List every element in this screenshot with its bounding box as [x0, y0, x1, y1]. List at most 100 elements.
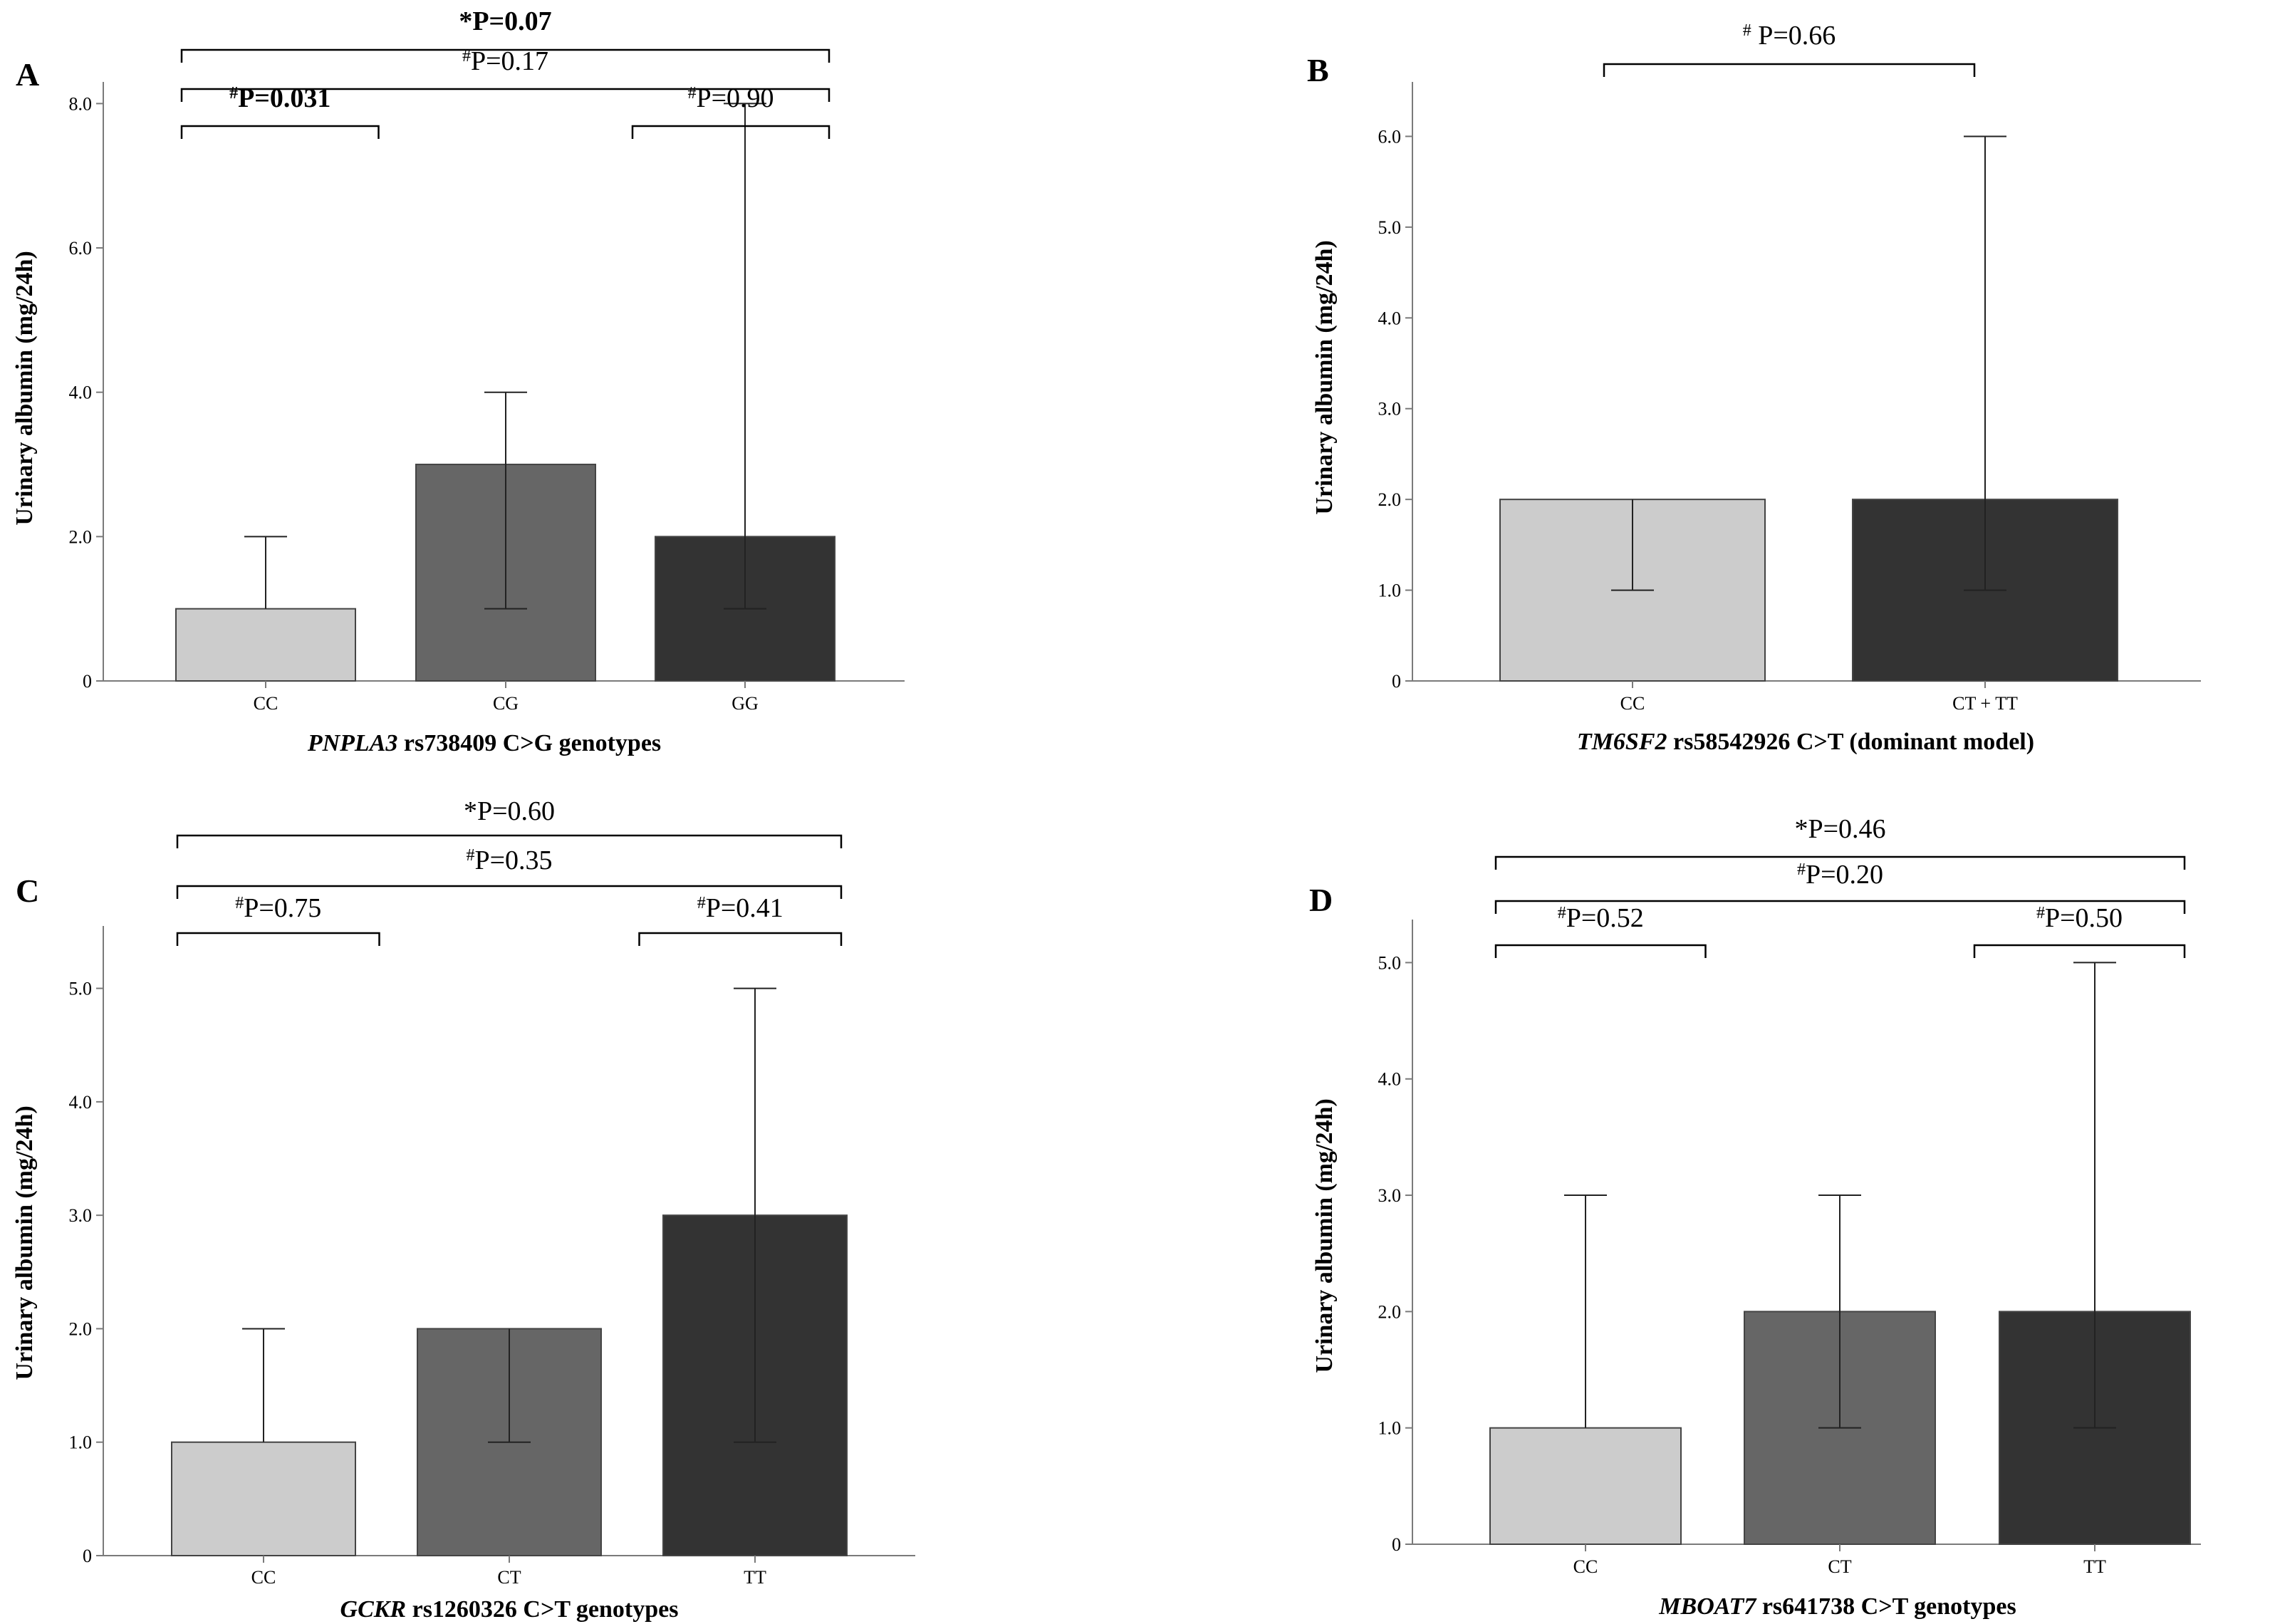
panel-letter: B [1307, 52, 1329, 88]
x-axis-label-text: rs58542926 C>T (dominant model) [1667, 729, 2035, 755]
p-value-label: #P=0.50 [2036, 903, 2123, 933]
p-value-text: P=0.75 [244, 893, 321, 923]
x-tick-label: CC [1573, 1556, 1598, 1577]
y-tick-label: 4.0 [1378, 1069, 1402, 1090]
panel-b: B 0 1.0 2.0 3.0 4.0 5.0 6.0 CC CT + TT Urinary alb… [1307, 21, 2201, 755]
p-value-text: P=0.46 [1808, 814, 1885, 844]
error-bar [488, 1328, 531, 1443]
y-tick-label: 0 [83, 671, 92, 692]
y-tick-label: 5.0 [69, 979, 93, 999]
y-tick-label: 3.0 [69, 1205, 93, 1226]
x-axis-label: MBOAT7 rs641738 C>T genotypes [1658, 1593, 2016, 1620]
p-value-text: P=0.07 [472, 6, 551, 36]
x-tick-label: TT [2083, 1556, 2106, 1577]
x-tick-label: CC [254, 693, 278, 714]
x-axis-label-gene: TM6SF2 [1577, 729, 1667, 755]
error-bar [242, 1328, 285, 1442]
significance-bracket: # P=0.66 [1603, 21, 1976, 77]
y-tick-label: 5.0 [1378, 217, 1402, 238]
p-value-text: P=0.66 [1751, 21, 1836, 51]
panel-letter: D [1309, 882, 1333, 918]
y-tick-label: 6.0 [69, 238, 93, 259]
bracket-line [1494, 855, 2186, 870]
error-bar [724, 103, 766, 610]
bar-cc [175, 608, 356, 682]
y-tick-label: 2.0 [1378, 489, 1402, 510]
p-value-text: P=0.52 [1566, 903, 1644, 933]
y-tick-label: 2.0 [69, 1318, 93, 1339]
significance-bracket: #P=0.75 [176, 893, 380, 946]
significance-bracket: #P=0.20 [1494, 860, 2186, 914]
y-tick-label: 3.0 [1378, 399, 1402, 420]
significance-bracket: #P=0.52 [1494, 903, 1707, 958]
y-tick-label: 8.0 [69, 93, 93, 114]
p-value-label: *P=0.60 [464, 796, 555, 826]
significance-bracket: *P=0.60 [176, 796, 843, 848]
hash-symbol: # [1797, 860, 1806, 879]
p-value-text: P=0.20 [1806, 860, 1883, 890]
error-bar [1818, 1194, 1861, 1429]
bracket-line [1494, 944, 1707, 958]
y-tick-label: 4.0 [1378, 308, 1402, 328]
asterisk-symbol: * [459, 6, 472, 36]
x-tick-label: CG [493, 693, 519, 714]
p-value-label: #P=0.031 [229, 83, 330, 113]
p-value-text: P=0.60 [477, 796, 555, 826]
bracket-line [180, 48, 831, 63]
y-tick-label: 1.0 [1378, 581, 1402, 601]
asterisk-symbol: * [1794, 814, 1808, 844]
y-tick-label: 0 [1392, 671, 1401, 692]
panel-d: D 0 1.0 2.0 3.0 4.0 5.0 CC CT TT Urinary albumin (… [1309, 814, 2201, 1620]
error-bar [2073, 962, 2116, 1429]
y-tick-label: 4.0 [69, 1092, 93, 1113]
y-tick-label: 3.0 [1378, 1185, 1402, 1206]
error-bar [1564, 1194, 1607, 1428]
asterisk-symbol: * [464, 796, 477, 826]
x-axis-label: PNPLA3 rs738409 C>G genotypes [307, 730, 661, 756]
y-tick-label: 0 [1392, 1534, 1401, 1555]
p-value-label: # P=0.66 [1743, 21, 1836, 51]
significance-bracket: # P=0.17 [180, 46, 831, 102]
panel-letter: C [16, 873, 39, 909]
error-bar [1611, 499, 1654, 591]
significance-bracket: #P=0.031 [180, 83, 380, 139]
p-value-text: P=0.50 [2045, 903, 2123, 933]
bracket-line [180, 125, 380, 139]
error-bar [244, 536, 287, 609]
x-tick-label: TT [744, 1567, 766, 1588]
x-tick-label: CC [1620, 693, 1645, 714]
bracket-line [176, 885, 843, 899]
error-bar [1964, 135, 2006, 591]
y-tick-label: 2.0 [1378, 1301, 1402, 1322]
y-tick-label: 1.0 [69, 1432, 93, 1453]
hash-symbol: # [466, 846, 474, 865]
p-value-label: #P=0.75 [235, 893, 321, 923]
x-tick-label: CT [497, 1567, 521, 1588]
p-value-label: *P=0.46 [1794, 814, 1885, 844]
p-value-label: #P=0.41 [697, 893, 783, 923]
hash-symbol: # [1743, 21, 1751, 40]
p-value-text: P=0.17 [471, 46, 548, 76]
hash-symbol: # [687, 84, 696, 103]
bracket-line [1494, 900, 2186, 914]
hash-symbol: # [235, 894, 244, 912]
hash-symbol: # [1558, 904, 1566, 922]
bracket-line [176, 932, 380, 946]
p-value-text: P=0.031 [238, 83, 330, 113]
significance-bracket: #P=0.90 [631, 83, 831, 139]
p-value-label: #P=0.52 [1558, 903, 1644, 933]
x-axis-label-text: rs641738 C>T genotypes [1756, 1593, 2016, 1620]
y-tick-label: 6.0 [1378, 126, 1402, 147]
panel-a: A 0 2.0 4.0 6.0 8.0 CC CG GG Urinary albumin (mg/… [11, 6, 905, 756]
x-axis-label-text: rs738409 C>G genotypes [397, 730, 661, 756]
significance-bracket: *P=0.07 [180, 6, 831, 63]
error-bar [734, 987, 776, 1443]
x-tick-label: GG [731, 693, 759, 714]
y-tick-label: 2.0 [69, 526, 93, 547]
y-axis-label: Urinary albumin (mg/24h) [11, 1105, 38, 1380]
panel-c: C 0 1.0 2.0 3.0 4.0 5.0 CC CT TT Urinary albumin (… [11, 796, 915, 1623]
bracket-line [1973, 944, 2186, 958]
x-axis-label-gene: MBOAT7 [1658, 1593, 1757, 1620]
y-axis-label: Urinary albumin (mg/24h) [1311, 240, 1338, 514]
